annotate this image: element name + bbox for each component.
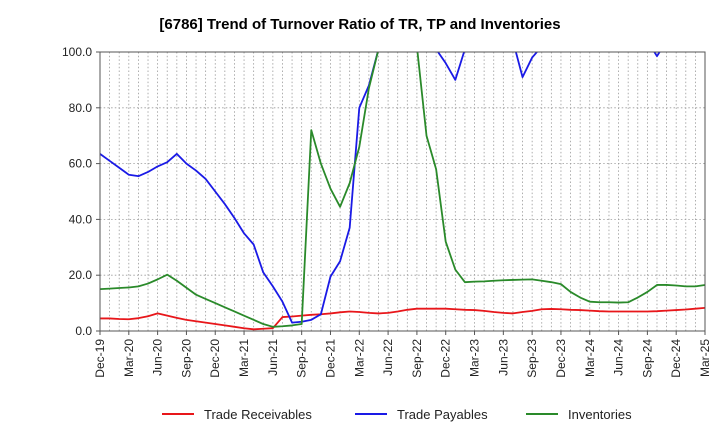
series-layer [100,52,705,331]
y-tick-label: 0.0 [75,324,92,338]
x-tick-label: Dec-23 [554,339,568,378]
y-tick-label: 60.0 [69,157,93,171]
x-tick-label: Mar-20 [122,339,136,377]
x-tick-label: Jun-23 [496,339,510,376]
y-tick-label: 20.0 [69,268,93,282]
x-tick-label: Dec-20 [208,339,222,378]
x-tick-label: Jun-24 [612,339,626,376]
x-tick-label: Mar-21 [237,339,251,377]
x-tick-label: Sep-21 [295,339,309,378]
legend-label-inventories: Inventories [568,407,632,422]
x-tick-label: Mar-25 [698,339,712,377]
x-tick-label: Sep-22 [410,339,424,378]
series-line-inventories [100,52,705,328]
series-line-trade-payables [100,52,661,324]
plot-frame [99,51,706,332]
legend-label-trade-receivables: Trade Receivables [204,407,312,422]
legend-label-trade-payables: Trade Payables [397,407,488,422]
y-tick-label: 100.0 [62,45,92,59]
x-tick-label: Dec-24 [669,339,683,378]
x-tick-label: Mar-24 [583,339,597,377]
chart-title: [6786] Trend of Turnover Ratio of TR, TP… [159,16,560,33]
x-tick-label: Mar-22 [352,339,366,377]
x-tick-label: Mar-23 [468,339,482,377]
x-tick-label: Sep-24 [640,339,654,378]
legend: Trade Receivables Trade Payables Inventori… [162,407,632,422]
x-tick-label: Jun-21 [266,339,280,376]
y-axis: 0.0 20.0 40.0 60.0 80.0 100.0 [62,45,100,338]
x-axis: Dec-19 Mar-20 Jun-20 Sep-20 Dec-20 Mar-21 Jun-… [93,331,712,378]
x-tick-label: Jun-20 [151,339,165,376]
x-tick-label: Jun-22 [381,339,395,376]
series-line-trade-receivables [100,306,705,331]
x-tick-label: Sep-20 [179,339,193,378]
x-tick-label: Dec-19 [93,339,107,378]
x-tick-label: Dec-21 [323,339,337,378]
y-tick-label: 40.0 [69,212,93,226]
x-tick-label: Dec-22 [439,339,453,378]
y-tick-label: 80.0 [69,101,93,115]
x-tick-label: Sep-23 [525,339,539,378]
plot-area [100,52,705,331]
grid [100,52,705,331]
